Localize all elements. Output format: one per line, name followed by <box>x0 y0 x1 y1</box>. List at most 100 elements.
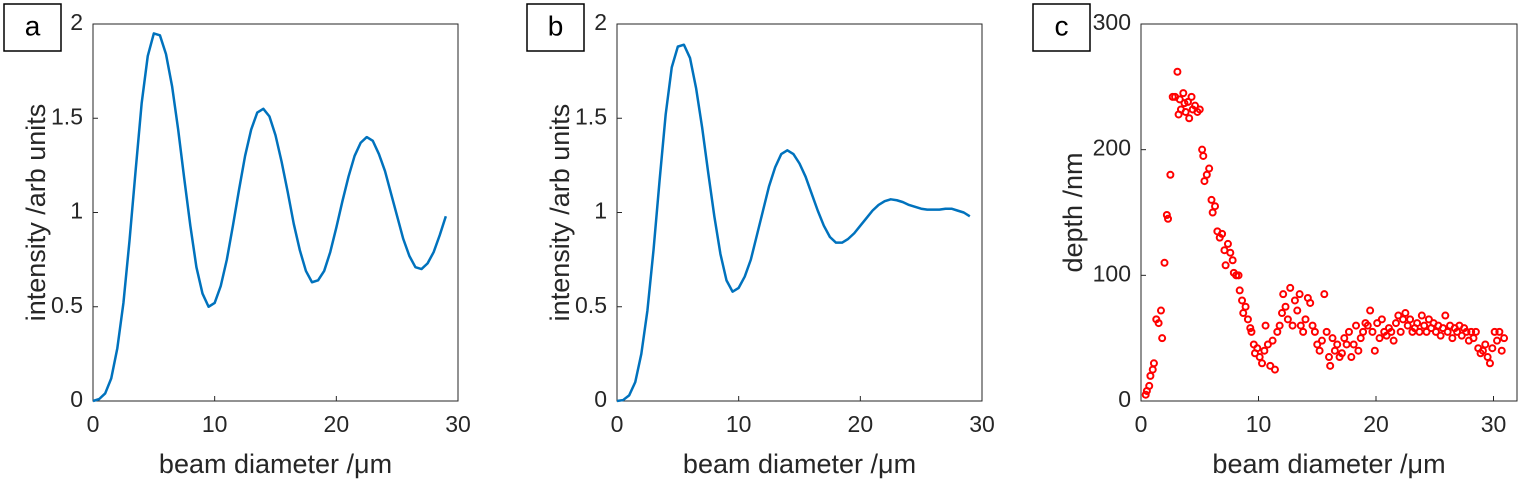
data-point <box>1290 296 1299 305</box>
axes-frame <box>92 23 459 402</box>
data-point <box>1258 359 1267 368</box>
data-point <box>1438 324 1447 333</box>
y-tick-label: 0 <box>594 386 607 412</box>
data-point <box>1382 331 1391 340</box>
y-tick-label: 300 <box>1093 9 1131 35</box>
data-point <box>1431 327 1440 336</box>
data-point <box>1234 271 1243 280</box>
panel-label-box <box>526 3 585 52</box>
data-point <box>1387 327 1396 336</box>
data-point <box>1315 346 1324 355</box>
data-point <box>1490 327 1499 336</box>
data-point <box>1149 359 1158 368</box>
data-point <box>1420 321 1429 330</box>
data-point <box>1500 334 1509 343</box>
y-tick-label: 2 <box>70 9 83 35</box>
data-point <box>1239 309 1248 318</box>
data-point <box>1154 319 1163 328</box>
data-point <box>1226 248 1235 257</box>
panel-label-box <box>3 3 62 52</box>
x-tick-label: 20 <box>1363 411 1389 437</box>
data-point <box>1342 340 1351 349</box>
data-point <box>1187 92 1196 101</box>
data-point <box>1246 324 1255 333</box>
y-tick-label: 2 <box>594 9 607 35</box>
data-point <box>1359 327 1368 336</box>
data-point <box>1281 302 1290 311</box>
data-point <box>1320 290 1329 299</box>
data-point <box>1270 365 1279 374</box>
x-tick-label: 10 <box>726 411 752 437</box>
data-point <box>1221 261 1230 270</box>
data-point <box>1286 283 1295 292</box>
axes-frame <box>1140 23 1518 402</box>
data-point <box>1363 321 1372 330</box>
data-point <box>1241 302 1250 311</box>
data-point <box>1471 327 1480 336</box>
data-point <box>1326 361 1335 370</box>
data-point <box>1160 258 1169 267</box>
data-point <box>1352 321 1361 330</box>
data-point <box>1195 105 1204 114</box>
data-point <box>1279 290 1288 299</box>
data-point <box>1373 319 1382 328</box>
data-point <box>1283 315 1292 324</box>
data-point <box>1317 336 1326 345</box>
y-axis-label: intensity /arb units <box>545 104 575 322</box>
data-point <box>1228 256 1237 265</box>
data-point <box>1243 315 1252 324</box>
data-point <box>1181 107 1190 116</box>
data-point <box>1202 170 1211 179</box>
data-point <box>1166 170 1175 179</box>
x-tick-label: 20 <box>324 411 350 437</box>
data-point <box>1391 319 1400 328</box>
data-point <box>1278 309 1286 318</box>
y-tick-label: 0 <box>1118 386 1131 412</box>
data-point <box>1179 89 1188 98</box>
y-tick-label: 100 <box>1093 260 1131 286</box>
y-tick-label: 0 <box>70 386 83 412</box>
data-point <box>1493 336 1502 345</box>
data-point <box>1347 353 1356 362</box>
data-point <box>1485 359 1494 368</box>
data-point <box>1356 334 1365 343</box>
data-point <box>1413 319 1422 328</box>
y-tick-label: 1 <box>594 198 607 224</box>
x-tick-label: 30 <box>969 411 995 437</box>
data-point <box>1235 286 1244 295</box>
data-point <box>1253 344 1262 353</box>
data-point <box>1207 195 1216 204</box>
data-point <box>1366 306 1375 315</box>
data-point <box>1146 371 1155 380</box>
data-point <box>1198 145 1207 154</box>
data-point <box>1293 306 1302 315</box>
data-point <box>1266 361 1275 370</box>
data-point <box>1164 214 1173 223</box>
data-point <box>1156 306 1165 315</box>
data-point <box>1467 327 1476 336</box>
data-point <box>1330 346 1339 355</box>
data-line <box>92 32 448 403</box>
x-tick-label: 20 <box>848 411 874 437</box>
data-point <box>1340 334 1349 343</box>
data-point <box>1261 321 1270 330</box>
data-point <box>1218 229 1227 238</box>
data-point <box>1368 327 1377 336</box>
data-point <box>1158 334 1167 343</box>
y-tick-label: 1.5 <box>575 103 607 129</box>
data-point <box>1344 327 1353 336</box>
data-point <box>1301 315 1310 324</box>
data-point <box>1145 381 1154 390</box>
data-point <box>1469 334 1478 343</box>
data-point <box>1191 101 1200 110</box>
data-point <box>1288 321 1297 330</box>
data-point <box>1436 331 1445 340</box>
data-point <box>1448 334 1457 343</box>
y-tick-label: 1 <box>70 198 83 224</box>
x-tick-label: 0 <box>87 411 100 437</box>
data-point <box>1200 177 1209 186</box>
data-point <box>1255 353 1264 362</box>
data-point <box>1296 321 1305 330</box>
x-axis-label: beam diameter /μm <box>1212 449 1445 479</box>
